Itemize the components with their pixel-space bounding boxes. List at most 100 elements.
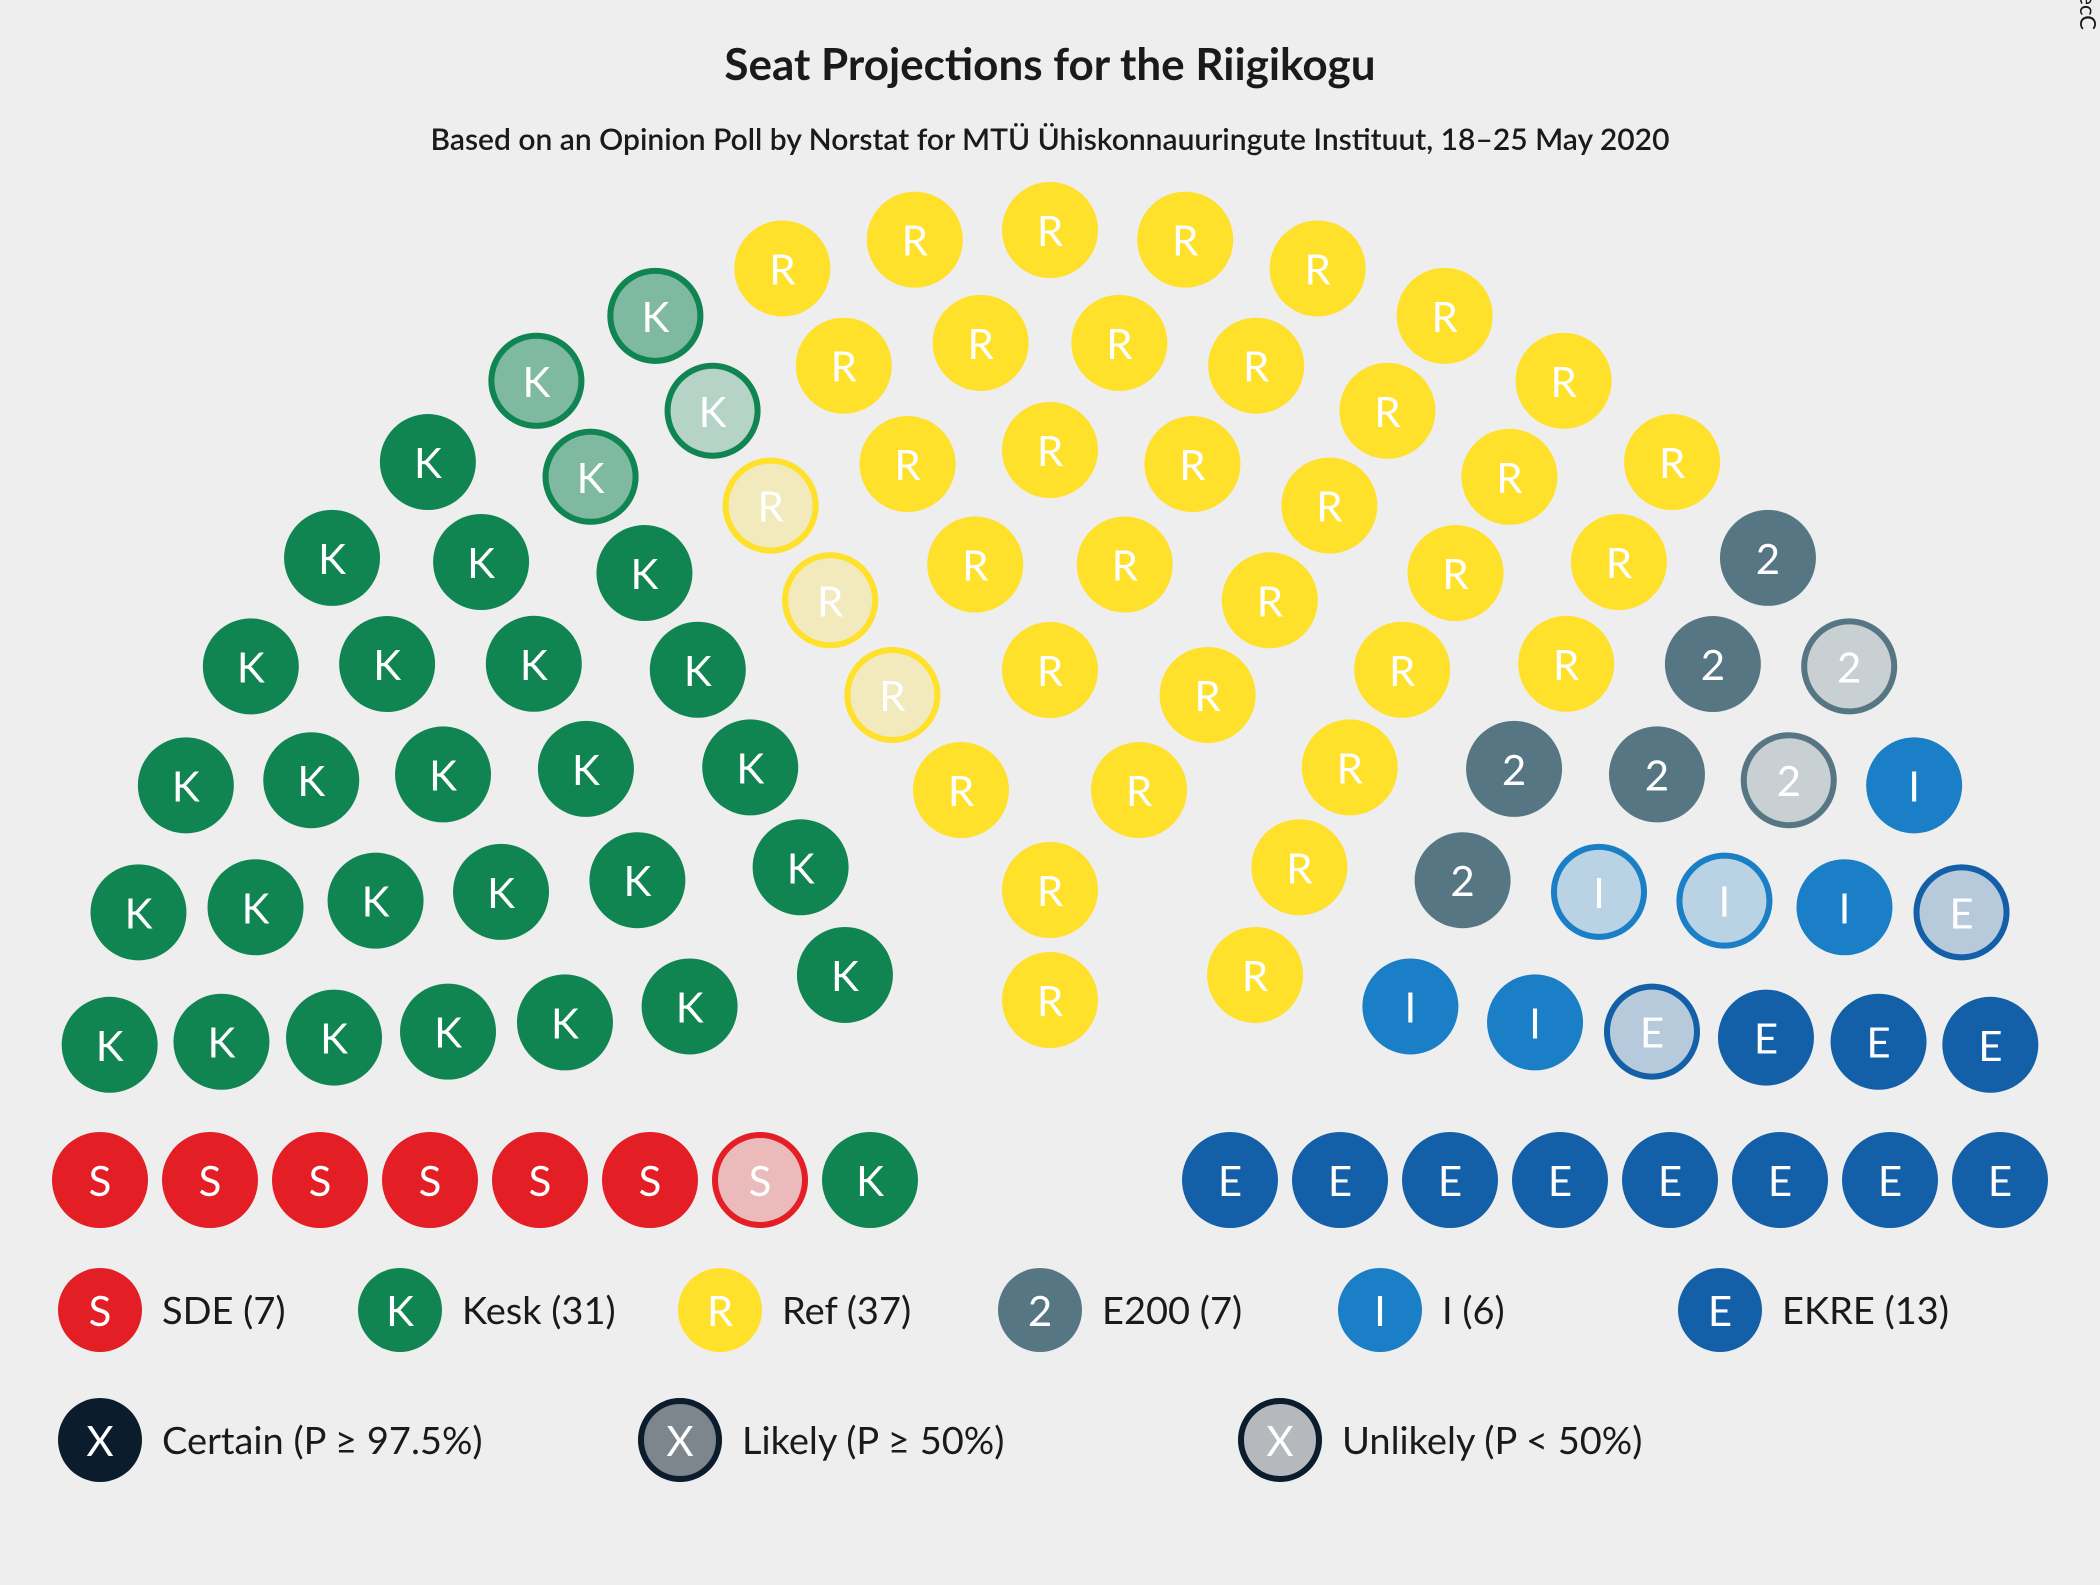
seat-ref-certain: R <box>1077 517 1173 613</box>
svg-text:K: K <box>362 876 390 926</box>
seat-ref-certain: R <box>1354 622 1450 718</box>
seat-e200-certain: 2 <box>1720 510 1816 606</box>
seat-kesk-unlikely: K <box>665 363 761 459</box>
svg-text:R: R <box>1496 452 1523 502</box>
svg-text:R: R <box>879 670 906 720</box>
seat-ekre-certain: E <box>1942 997 2038 1093</box>
svg-text:E: E <box>1218 1155 1242 1205</box>
svg-text:K: K <box>96 1020 124 1070</box>
svg-text:K: K <box>487 867 515 917</box>
seat-ref-certain: R <box>1339 363 1435 459</box>
legend-party-label: SDE (7) <box>162 1287 286 1333</box>
seat-e200-certain: 2 <box>1609 726 1705 822</box>
seat-ekre-certain: E <box>1292 1132 1388 1228</box>
svg-text:X: X <box>86 1415 113 1465</box>
svg-text:K: K <box>373 639 401 689</box>
svg-text:R: R <box>1037 425 1064 475</box>
seat-kesk-certain: K <box>263 732 359 828</box>
svg-text:E: E <box>1754 1013 1778 1063</box>
svg-text:2: 2 <box>1701 639 1725 689</box>
seat-kesk-certain: K <box>702 719 798 815</box>
seat-kesk-certain: K <box>380 414 476 510</box>
legend-party-label: EKRE (13) <box>1782 1287 1949 1333</box>
seat-ref-certain: R <box>1281 458 1377 554</box>
seat-i-certain: I <box>1487 974 1583 1070</box>
seat-kesk-certain: K <box>138 737 234 833</box>
seat-ref-certain: R <box>1270 220 1366 316</box>
svg-text:E: E <box>1658 1155 1682 1205</box>
seat-kesk-certain: K <box>90 864 186 960</box>
seat-i-certain: I <box>1866 737 1962 833</box>
svg-text:E: E <box>1866 1017 1890 1067</box>
svg-text:K: K <box>856 1155 884 1205</box>
seat-ref-certain: R <box>1624 414 1720 510</box>
seat-ref-unlikely: R <box>723 458 819 554</box>
legend-party-label: Kesk (31) <box>462 1287 616 1333</box>
svg-text:R: R <box>757 481 784 531</box>
svg-text:R: R <box>817 575 844 625</box>
seat-ref-certain: R <box>1207 927 1303 1023</box>
svg-text:K: K <box>551 997 579 1047</box>
seat-kesk-certain: K <box>538 721 634 817</box>
seat-kesk-certain: K <box>797 927 893 1023</box>
seat-ref-certain: R <box>1208 318 1304 414</box>
seat-sde-unlikely: S <box>712 1132 808 1228</box>
svg-text:X: X <box>666 1415 693 1465</box>
seat-ref-certain: R <box>1251 819 1347 915</box>
svg-text:K: K <box>631 548 659 598</box>
seat-ekre-certain: E <box>1512 1132 1608 1228</box>
svg-text:R: R <box>1242 950 1269 1000</box>
svg-text:E: E <box>1768 1155 1792 1205</box>
seat-ekre-certain: E <box>1622 1132 1718 1228</box>
seat-kesk-certain: K <box>650 622 746 718</box>
svg-text:E: E <box>1438 1155 1462 1205</box>
svg-text:S: S <box>749 1155 772 1205</box>
seat-projection-chart: Seat Projections for the RiigikoguBased … <box>0 0 2100 1585</box>
seat-ekre-certain: E <box>1718 990 1814 1086</box>
svg-text:R: R <box>1257 575 1284 625</box>
svg-text:K: K <box>736 742 764 792</box>
seat-kesk-certain: K <box>517 974 613 1070</box>
svg-text:I: I <box>1839 882 1851 932</box>
seat-kesk-certain: K <box>328 853 424 949</box>
seat-kesk-certain: K <box>395 726 491 822</box>
svg-text:E: E <box>1949 887 1973 937</box>
svg-text:K: K <box>520 639 548 689</box>
seat-ref-certain: R <box>933 295 1029 391</box>
svg-text:K: K <box>297 755 325 805</box>
seat-kesk-certain: K <box>486 616 582 712</box>
seat-kesk-certain: K <box>400 984 496 1080</box>
svg-text:K: K <box>467 537 495 587</box>
svg-text:R: R <box>1037 205 1064 255</box>
seat-ekre-unlikely: E <box>1604 984 1700 1080</box>
seat-ref-certain: R <box>1091 742 1187 838</box>
seat-kesk-certain: K <box>208 859 304 955</box>
seat-ref-certain: R <box>1002 182 1098 278</box>
svg-text:K: K <box>684 645 712 695</box>
seat-ref-certain: R <box>1461 429 1557 525</box>
svg-text:R: R <box>894 439 921 489</box>
seat-sde-certain: S <box>52 1132 148 1228</box>
svg-text:R: R <box>1659 437 1686 487</box>
seat-ref-certain: R <box>734 220 830 316</box>
seat-ref-certain: R <box>1302 719 1398 815</box>
seat-sde-certain: S <box>272 1132 368 1228</box>
svg-text:I: I <box>1529 997 1541 1047</box>
seat-kesk-certain: K <box>589 832 685 928</box>
legend-party-label: Ref (37) <box>782 1287 911 1333</box>
seat-e200-certain: 2 <box>1665 616 1761 712</box>
svg-text:I: I <box>1593 867 1605 917</box>
seat-ekre-certain: E <box>1732 1132 1828 1228</box>
svg-text:S: S <box>199 1155 222 1205</box>
chart-subtitle: Based on an Opinion Poll by Norstat for … <box>431 121 1670 157</box>
seat-ref-certain: R <box>867 192 963 288</box>
svg-text:K: K <box>434 1007 462 1057</box>
svg-text:E: E <box>1548 1155 1572 1205</box>
svg-text:S: S <box>419 1155 442 1205</box>
seat-ekre-certain: E <box>1402 1132 1498 1228</box>
svg-text:R: R <box>1316 481 1343 531</box>
svg-text:2: 2 <box>1450 855 1474 905</box>
seat-ref-certain: R <box>1144 416 1240 512</box>
seat-ekre-certain: E <box>1842 1132 1938 1228</box>
seat-ref-certain: R <box>860 416 956 512</box>
